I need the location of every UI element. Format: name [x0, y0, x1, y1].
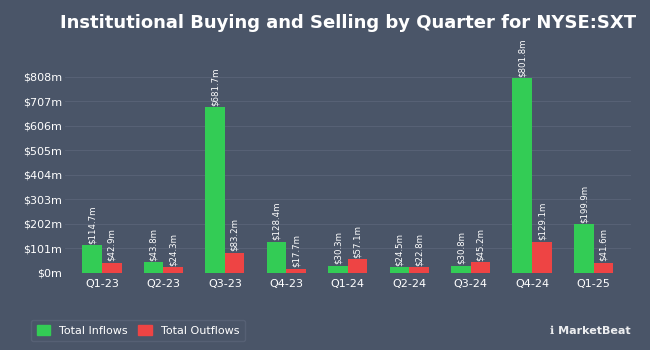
Text: $199.9m: $199.9m [579, 185, 588, 223]
Bar [593, 263, 614, 273]
Bar [286, 269, 306, 273]
Text: $129.1m: $129.1m [538, 202, 547, 240]
Bar [532, 241, 552, 273]
Text: $681.7m: $681.7m [211, 67, 220, 106]
Legend: Total Inflows, Total Outflows: Total Inflows, Total Outflows [31, 320, 245, 341]
Bar [471, 262, 490, 273]
Text: $42.9m: $42.9m [107, 228, 116, 261]
Text: $128.4m: $128.4m [272, 202, 281, 240]
Bar [163, 267, 183, 273]
Title: Institutional Buying and Selling by Quarter for NYSE:SXT: Institutional Buying and Selling by Quar… [60, 14, 636, 32]
Text: $43.8m: $43.8m [149, 228, 158, 261]
Text: $83.2m: $83.2m [230, 218, 239, 251]
Text: $24.3m: $24.3m [169, 233, 177, 266]
Text: ℹ MarketBeat: ℹ MarketBeat [550, 326, 630, 336]
Text: $57.1m: $57.1m [353, 225, 362, 258]
Bar [82, 245, 102, 273]
Text: $30.8m: $30.8m [456, 231, 465, 264]
Text: $801.8m: $801.8m [518, 38, 527, 77]
Text: $17.7m: $17.7m [292, 234, 300, 267]
Text: $114.7m: $114.7m [88, 205, 97, 244]
Text: $22.8m: $22.8m [415, 233, 424, 266]
Bar [410, 267, 429, 273]
Bar [205, 107, 225, 273]
Bar [389, 267, 410, 273]
Bar [451, 266, 471, 273]
Text: $30.3m: $30.3m [333, 231, 343, 264]
Bar [574, 224, 593, 273]
Bar [328, 266, 348, 273]
Text: $41.6m: $41.6m [599, 229, 608, 261]
Bar [102, 262, 122, 273]
Text: $24.5m: $24.5m [395, 233, 404, 266]
Bar [144, 262, 163, 273]
Bar [225, 253, 244, 273]
Bar [512, 78, 532, 273]
Text: $45.2m: $45.2m [476, 228, 485, 260]
Bar [348, 259, 367, 273]
Bar [266, 242, 286, 273]
